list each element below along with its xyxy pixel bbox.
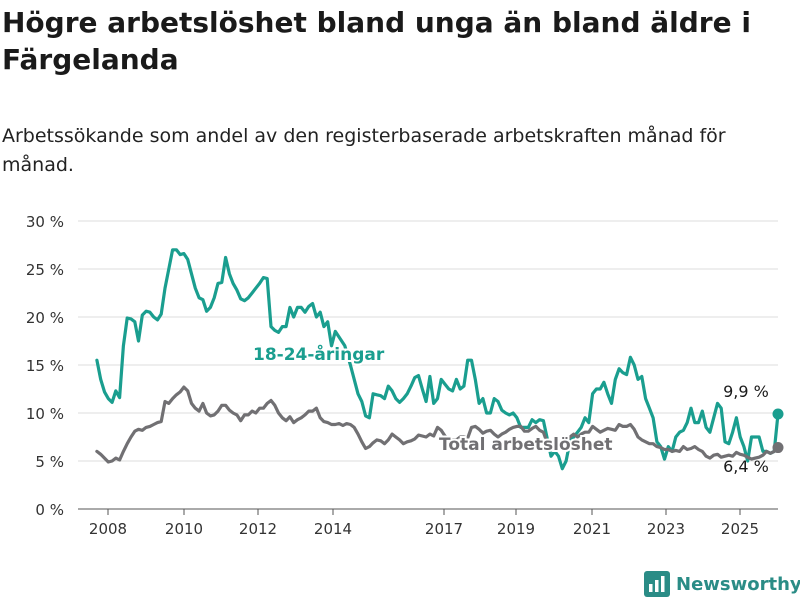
- y-tick-label: 20 %: [26, 309, 64, 327]
- bar-chart-logo-icon: [644, 571, 670, 597]
- newsworthy-logo[interactable]: Newsworthy: [644, 569, 800, 599]
- x-tick-label: 2017: [425, 520, 463, 538]
- x-tick-label: 2019: [497, 520, 535, 538]
- end-point-marker: [772, 442, 784, 454]
- series: [95, 248, 784, 471]
- y-axis-ticks: 0 % 5 % 10 % 15 % 20 % 25 % 30 %: [26, 213, 64, 519]
- y-tick-label: 0 %: [35, 501, 64, 519]
- series-labels: 18-24-åringar Total arbetslöshet 9,9 % 6,4 …: [251, 341, 769, 476]
- y-tick-label: 30 %: [26, 213, 64, 231]
- chart-subtitle: Arbetssökande som andel av den registerb…: [2, 125, 726, 176]
- series-line-total: [95, 385, 780, 464]
- y-tick-label: 15 %: [26, 357, 64, 375]
- x-tick-label: 2023: [647, 520, 685, 538]
- series-label-18-24: 18-24-åringar: [253, 343, 385, 365]
- y-tick-label: 5 %: [35, 453, 64, 471]
- x-tick-label: 2025: [721, 520, 759, 538]
- brand-name: Newsworthy: [676, 573, 800, 595]
- x-tick-label: 2010: [165, 520, 203, 538]
- x-tick-label: 2014: [314, 520, 352, 538]
- y-tick-label: 10 %: [26, 405, 64, 423]
- x-axis-ticks: 2008 2010 2012 2014 2017 2019 2021 2023 2025: [89, 509, 759, 538]
- grid: [78, 220, 778, 510]
- end-point-marker: [772, 408, 784, 420]
- series-line-18-24: [95, 248, 780, 471]
- y-tick-label: 25 %: [26, 261, 64, 279]
- x-tick-label: 2012: [239, 520, 277, 538]
- end-value-label-18-24: 9,9 %: [723, 382, 769, 401]
- x-tick-label: 2021: [573, 520, 611, 538]
- series-label-total: Total arbetslöshet: [439, 435, 613, 455]
- x-tick-label: 2008: [89, 520, 127, 538]
- chart-title: Högre arbetslöshet bland unga än bland ä…: [2, 6, 751, 76]
- end-value-label-total: 6,4 %: [723, 457, 769, 476]
